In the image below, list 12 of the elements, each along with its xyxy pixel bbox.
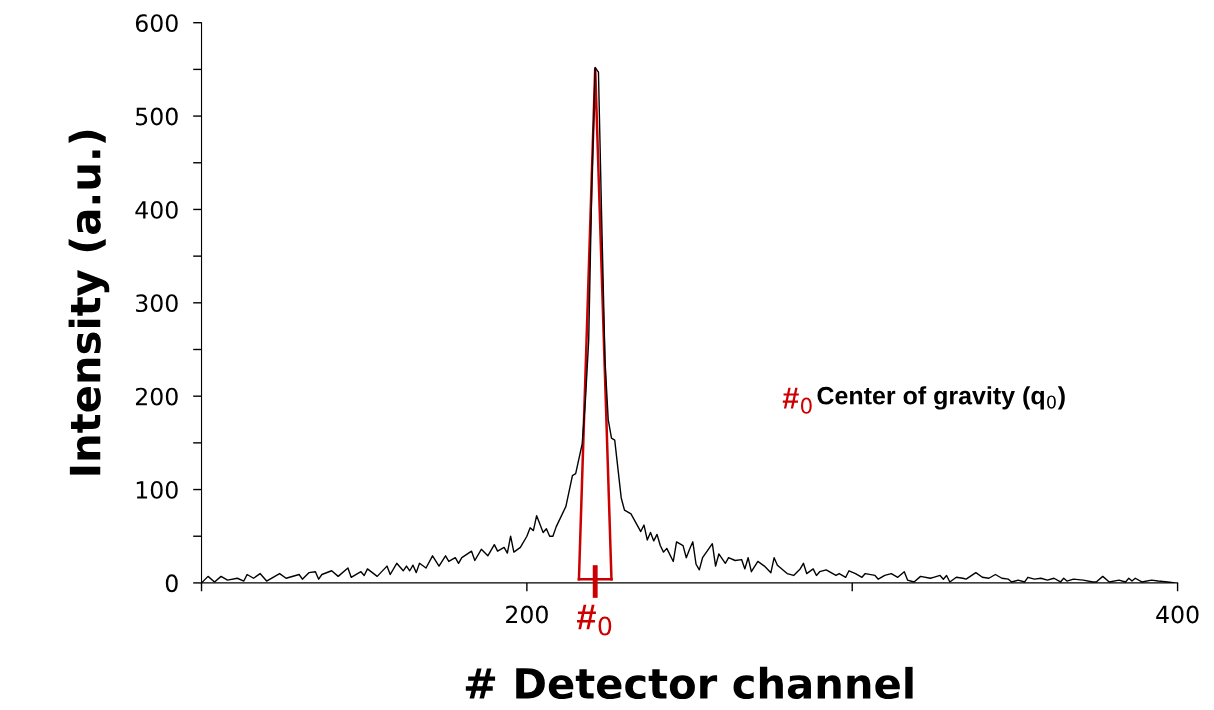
annotation: Center of gravity (q$_{0}$) <box>817 386 1065 410</box>
y-axis-title: Intensity (a.u.) <box>68 130 110 475</box>
y-tick-label: 500 <box>136 107 178 126</box>
y-tick-label: 400 <box>135 200 178 219</box>
annotation: #$_{0}$ <box>782 387 812 414</box>
y-tick-label: 300 <box>136 294 178 313</box>
y-tick-label: 600 <box>135 14 178 33</box>
x-axis-title: # Detector channel <box>465 666 913 700</box>
y-tick-label: 0 <box>165 574 178 593</box>
y-tick-label: 200 <box>135 387 178 406</box>
y-tick-label: 100 <box>136 480 178 499</box>
text: #$_{0}$ <box>577 604 612 636</box>
